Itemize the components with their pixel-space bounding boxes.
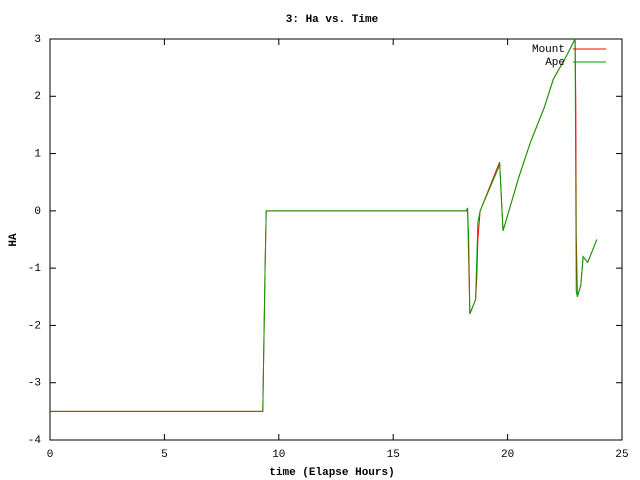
series-line — [50, 38, 598, 412]
series-line — [50, 38, 598, 412]
x-tick-label: 25 — [615, 449, 628, 461]
y-tick-label: -4 — [28, 435, 42, 447]
y-tick-label: 1 — [34, 148, 41, 160]
y-axis-label: HA — [8, 233, 20, 247]
legend-label: Mount — [532, 44, 565, 56]
legend-label: Ape — [545, 57, 565, 69]
x-tick-label: 15 — [387, 449, 400, 461]
x-tick-label: 0 — [47, 449, 54, 461]
y-tick-label: -3 — [28, 378, 41, 390]
plot-frame — [49, 38, 623, 441]
y-tick-label: -1 — [28, 263, 42, 275]
y-tick-label: -2 — [28, 320, 41, 332]
x-tick-label: 10 — [272, 449, 285, 461]
y-tick-label: 0 — [34, 206, 41, 218]
y-tick-label: 3 — [34, 34, 41, 46]
x-tick-label: 5 — [161, 449, 168, 461]
y-tick-label: 2 — [34, 91, 41, 103]
chart-title: 3: Ha vs. Time — [286, 14, 379, 26]
x-tick-label: 20 — [501, 449, 514, 461]
x-axis-label: time (Elapse Hours) — [269, 467, 394, 479]
